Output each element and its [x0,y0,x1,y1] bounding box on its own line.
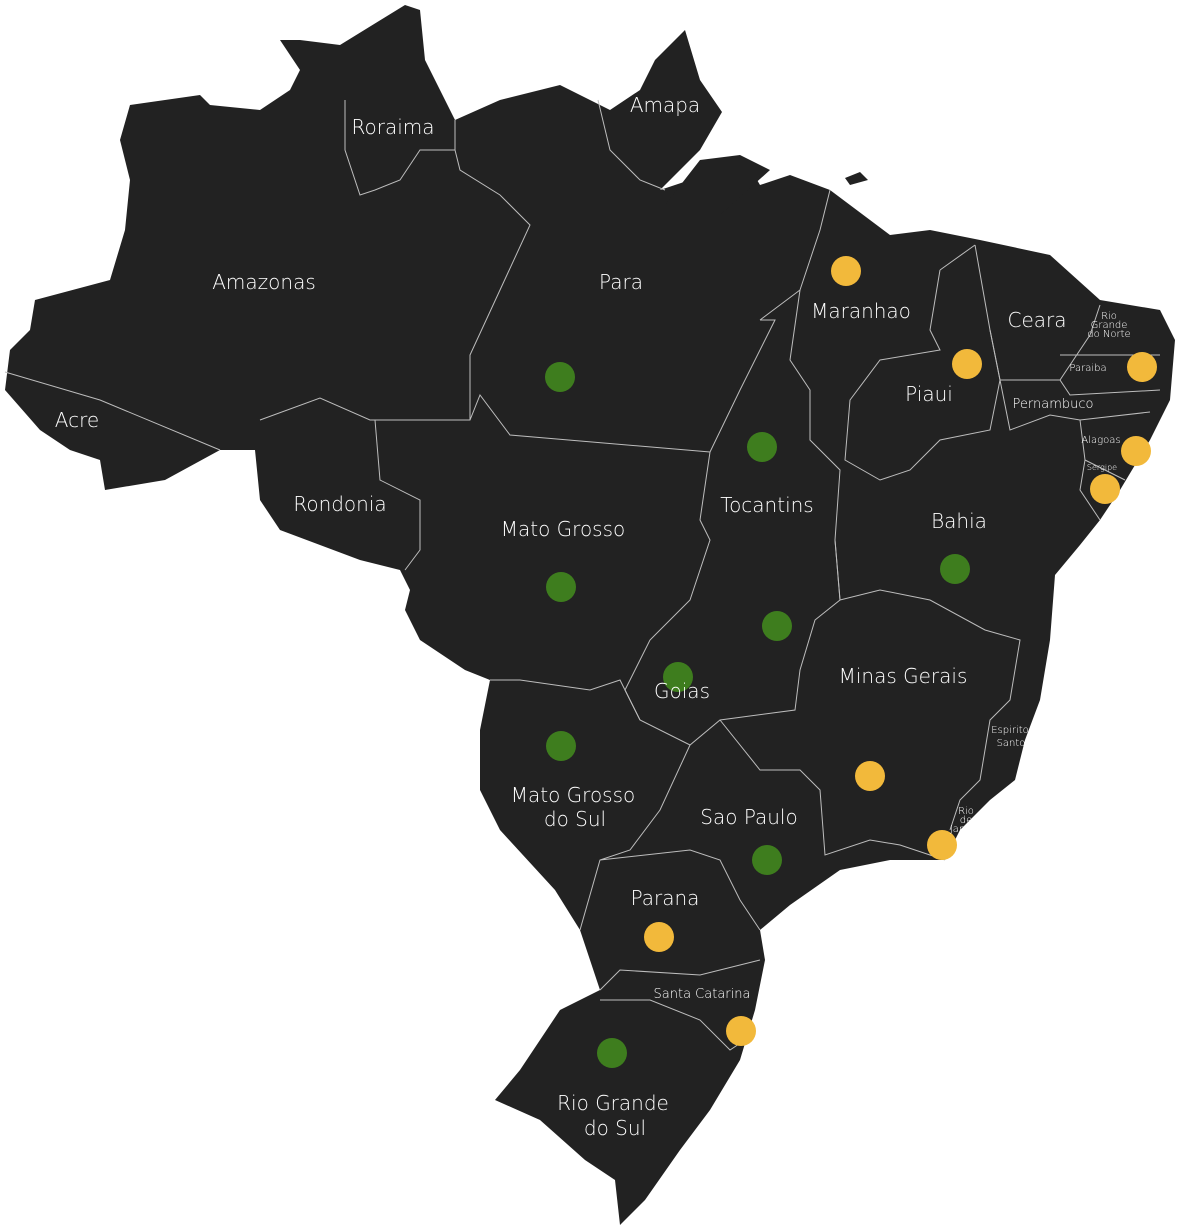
label-rj-1: Rio [958,806,974,817]
label-mato-grosso: Mato Grosso [501,517,626,541]
marker-rio-de-janeiro[interactable] [927,830,957,860]
marker-sao-paulo[interactable] [752,845,782,875]
label-bahia: Bahia [931,509,987,533]
marker-santa-catarina[interactable] [726,1016,756,1046]
label-rn-1: Rio [1101,311,1117,322]
label-paraiba: Paraiba [1069,363,1106,374]
marker-maranhao[interactable] [831,256,861,286]
label-parana: Parana [631,886,700,910]
marker-parana[interactable] [644,922,674,952]
label-rj-2: de [960,815,973,826]
label-para: Para [599,270,643,294]
label-rj-3: Janeiro [950,824,984,835]
country-outline [5,5,1175,1225]
marker-bahia[interactable] [940,554,970,584]
marker-mato-grosso-do-sul[interactable] [546,731,576,761]
label-acre: Acre [55,408,99,432]
marker-mato-grosso[interactable] [546,572,576,602]
label-piaui: Piaui [905,382,953,406]
label-maranhao: Maranhao [811,299,911,323]
marker-piaui[interactable] [952,349,982,379]
marker-paraiba[interactable] [1127,352,1157,382]
marker-para[interactable] [545,362,575,392]
label-es-2: Santo [997,738,1026,749]
marker-rio-grande-do-sul[interactable] [597,1038,627,1068]
marker-tocantins[interactable] [747,432,777,462]
label-ms-1: Mato Grosso [511,783,636,807]
label-roraima: Roraima [351,115,434,139]
label-amapa: Amapa [630,93,700,117]
label-rs-2: do Sul [584,1116,646,1140]
island-north [845,172,868,185]
label-amazonas: Amazonas [212,270,316,294]
label-pernambuco: Pernambuco [1013,397,1094,412]
marker-sergipe[interactable] [1090,474,1120,504]
label-rs-1: Rio Grande [557,1091,669,1115]
label-es-1: Espirito [991,725,1029,736]
state-borders [4,99,1161,1051]
label-sao-paulo: Sao Paulo [700,805,797,829]
label-rondonia: Rondonia [293,492,386,516]
label-ceara: Ceara [1007,308,1066,332]
marker-alagoas[interactable] [1121,436,1151,466]
label-santa-catarina: Santa Catarina [654,987,751,1002]
label-minas-gerais: Minas Gerais [839,664,968,688]
marker-minas-gerais[interactable] [855,761,885,791]
marker-layer [545,256,1157,1068]
label-goias: Goias [654,679,710,703]
label-rn-3: do Norte [1087,329,1130,340]
label-tocantins: Tocantins [720,493,813,517]
label-rn-2: Grande [1091,320,1128,331]
label-alagoas: Alagoas [1081,435,1120,446]
marker-goias[interactable] [663,662,693,692]
label-sergipe: Sergipe [1087,463,1117,472]
island-marajo [665,155,770,215]
state-labels: Roraima Amapa Amazonas Para Maranhao Cea… [55,93,1131,1140]
marker-distrito-federal[interactable] [762,611,792,641]
label-ms-2: do Sul [544,807,606,831]
